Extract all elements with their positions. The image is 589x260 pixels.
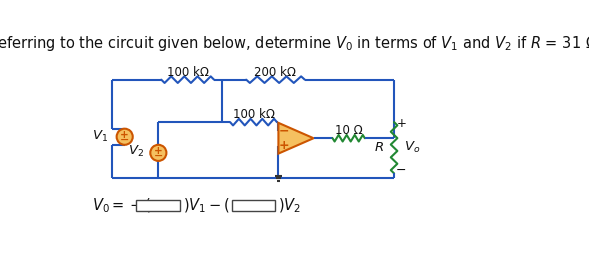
FancyBboxPatch shape (137, 200, 180, 211)
Text: −: − (154, 151, 163, 161)
Polygon shape (279, 123, 313, 154)
Circle shape (150, 145, 167, 161)
Text: +: + (154, 146, 163, 156)
Text: +: + (120, 129, 129, 140)
Text: $V_2$: $V_2$ (128, 144, 144, 159)
Text: $R$: $R$ (374, 141, 384, 154)
Text: $V_1$: $V_1$ (92, 129, 108, 144)
Text: −: − (396, 164, 406, 177)
Text: $V_o$: $V_o$ (404, 140, 421, 155)
Text: $V_0=-($: $V_0=-($ (92, 196, 152, 215)
Text: 200 kΩ: 200 kΩ (254, 66, 296, 79)
Text: Referring to the circuit given below, determine $V_0$ in terms of $V_1$ and $V_2: Referring to the circuit given below, de… (0, 34, 589, 53)
Circle shape (117, 129, 133, 145)
Text: −: − (279, 124, 290, 137)
Text: 100 kΩ: 100 kΩ (167, 66, 209, 79)
Text: +: + (396, 117, 406, 130)
Text: −: − (120, 135, 130, 145)
FancyBboxPatch shape (231, 200, 276, 211)
Text: $) V_2$: $) V_2$ (277, 196, 301, 215)
Text: $) V_1 - ($: $) V_1 - ($ (183, 196, 230, 215)
Text: 10 Ω: 10 Ω (335, 124, 363, 137)
Text: 100 kΩ: 100 kΩ (233, 108, 274, 121)
Text: +: + (279, 139, 290, 152)
